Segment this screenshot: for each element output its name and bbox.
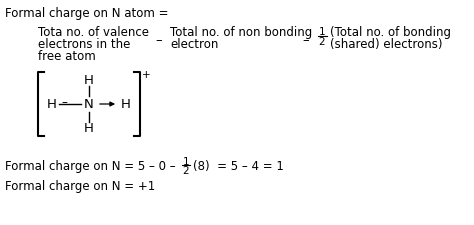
Text: H: H <box>84 122 94 135</box>
Text: 1: 1 <box>319 27 325 37</box>
Text: –: – <box>61 97 67 110</box>
Text: Formal charge on N = 5 – 0 –: Formal charge on N = 5 – 0 – <box>5 160 179 173</box>
Text: –: – <box>155 34 162 47</box>
Text: Formal charge on N atom =: Formal charge on N atom = <box>5 7 168 20</box>
Text: (shared) electrons): (shared) electrons) <box>330 38 443 51</box>
Text: free atom: free atom <box>38 50 96 63</box>
Text: +: + <box>142 70 151 80</box>
Text: N: N <box>84 97 94 110</box>
Text: 1: 1 <box>182 157 189 167</box>
Text: (8)  = 5 – 4 = 1: (8) = 5 – 4 = 1 <box>193 160 284 173</box>
Text: 2: 2 <box>319 37 325 47</box>
Text: Total no. of non bonding: Total no. of non bonding <box>170 26 312 39</box>
Text: H: H <box>121 97 131 110</box>
Text: electrons in the: electrons in the <box>38 38 130 51</box>
Text: Tota no. of valence: Tota no. of valence <box>38 26 149 39</box>
Text: electron: electron <box>170 38 219 51</box>
Text: H: H <box>84 74 94 86</box>
Text: –: – <box>302 34 309 47</box>
Text: H: H <box>47 97 57 110</box>
Text: Formal charge on N = +1: Formal charge on N = +1 <box>5 180 155 193</box>
Text: 2: 2 <box>182 166 189 176</box>
Text: (Total no. of bonding: (Total no. of bonding <box>330 26 451 39</box>
